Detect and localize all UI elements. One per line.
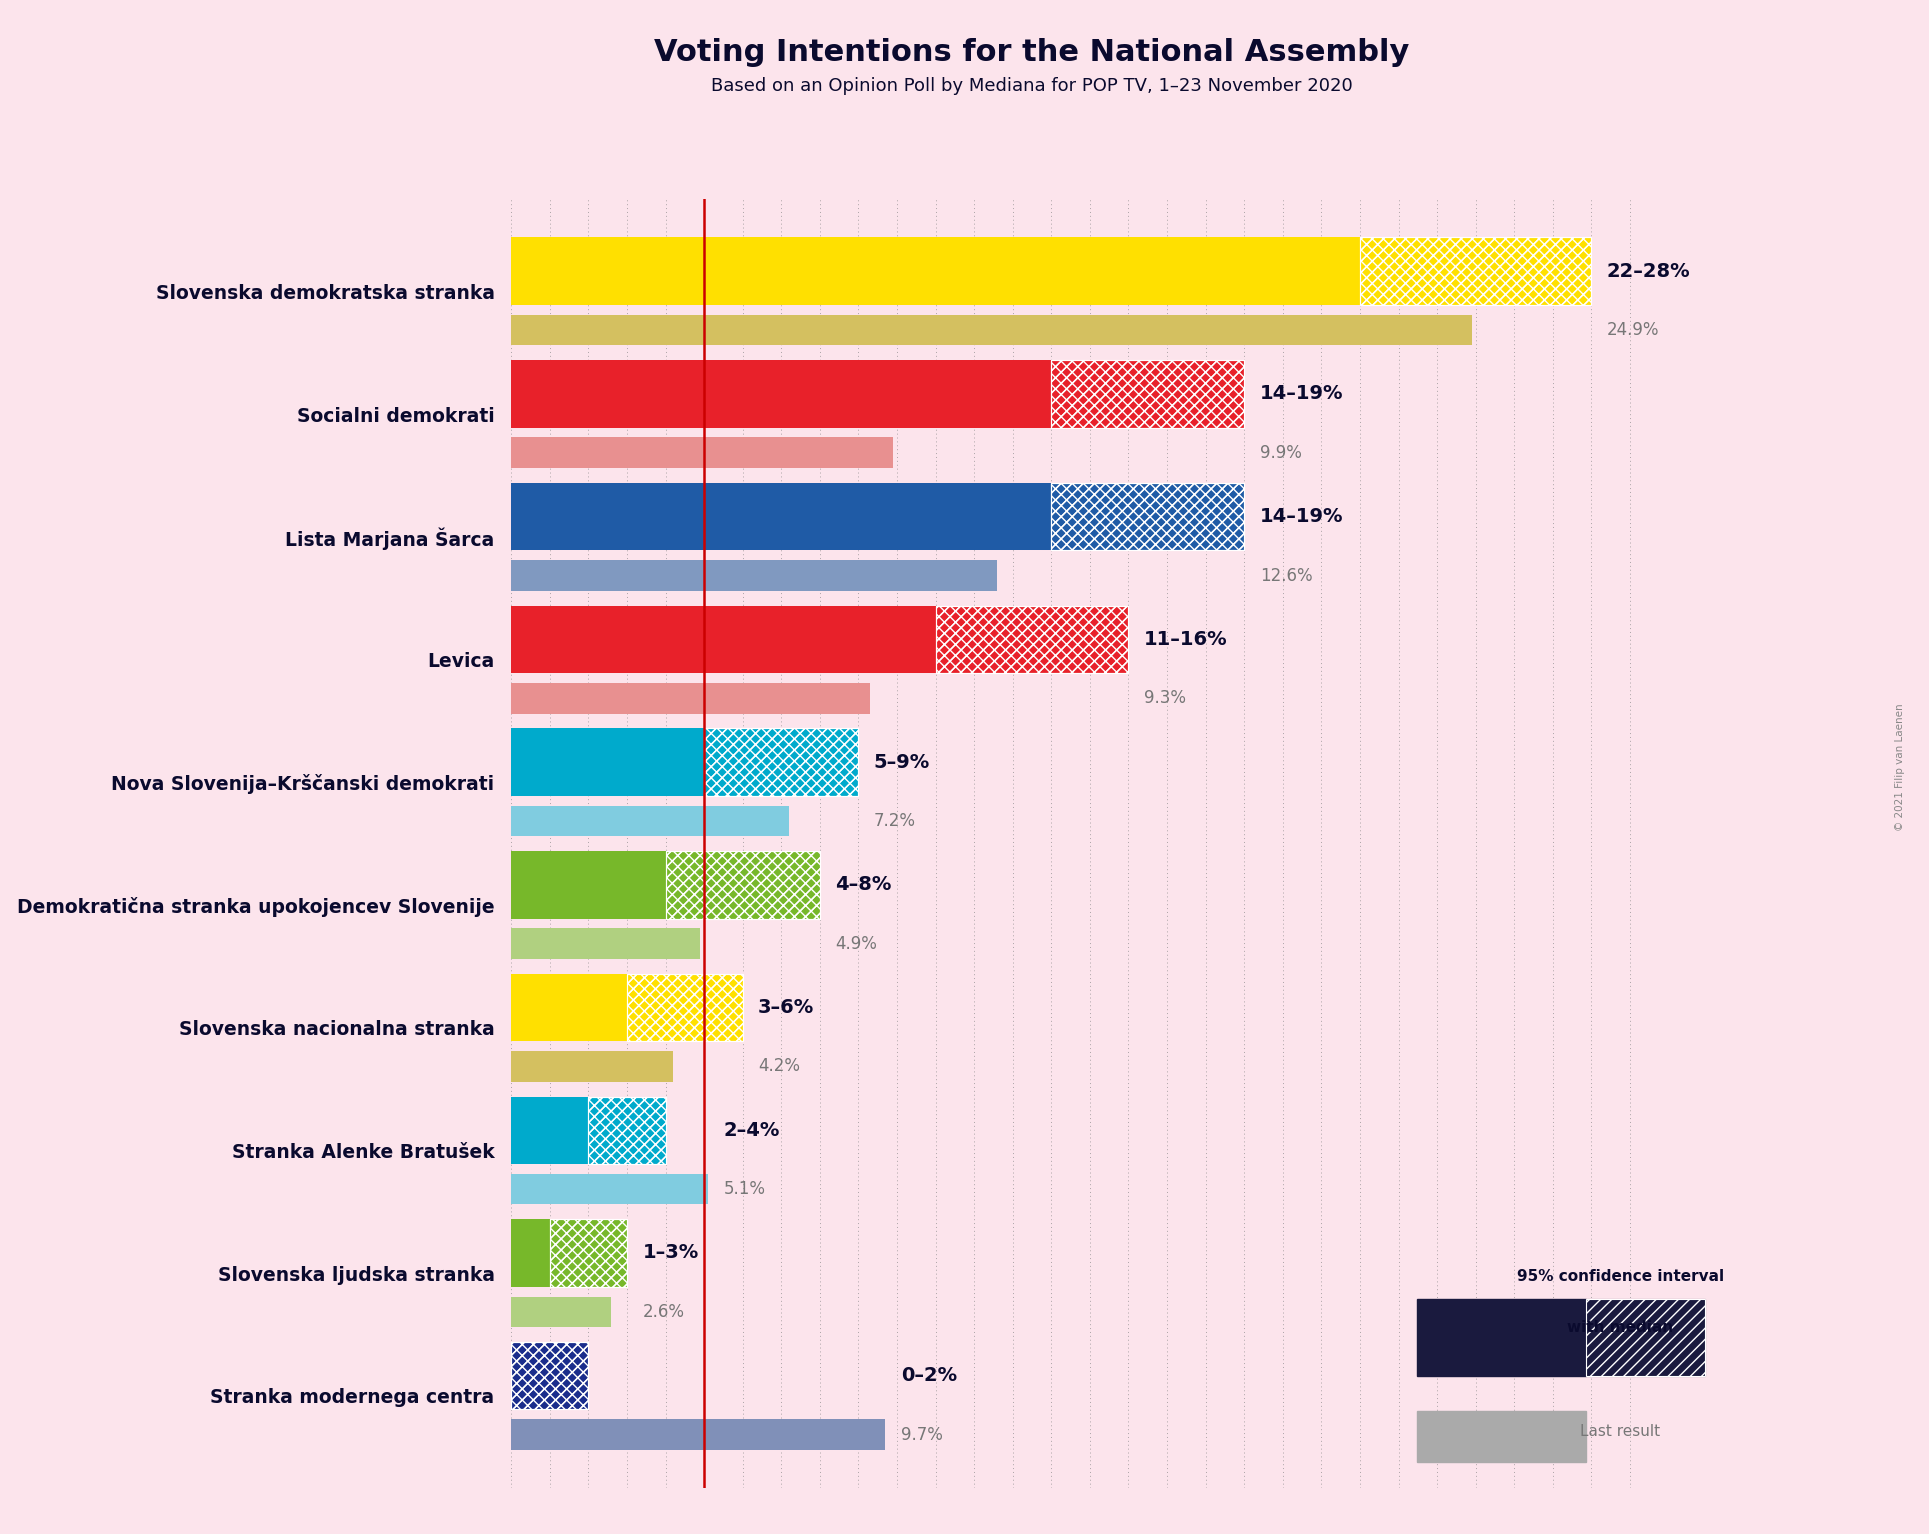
Bar (704, 729, 858, 796)
Bar (511, 851, 666, 919)
Text: 4.9%: 4.9% (835, 934, 878, 953)
Bar (511, 1419, 885, 1450)
Bar (511, 1051, 673, 1081)
Bar (511, 928, 700, 959)
Bar (511, 560, 997, 591)
Bar (1360, 238, 1591, 305)
Text: 4–8%: 4–8% (835, 876, 891, 894)
Bar (511, 437, 893, 468)
Bar (550, 1220, 627, 1287)
Bar (588, 1097, 666, 1164)
Bar (1051, 360, 1244, 428)
Text: Based on an Opinion Poll by Mediana for POP TV, 1–23 November 2020: Based on an Opinion Poll by Mediana for … (712, 77, 1352, 95)
Text: 9.9%: 9.9% (1260, 443, 1302, 462)
Text: 14–19%: 14–19% (1260, 385, 1343, 403)
Bar (511, 314, 1472, 345)
Text: 3–6%: 3–6% (758, 999, 814, 1017)
Bar (511, 238, 1360, 305)
Text: 9.3%: 9.3% (1144, 689, 1186, 707)
Text: 12.6%: 12.6% (1260, 566, 1312, 584)
Bar (511, 974, 627, 1042)
Bar (511, 360, 1051, 428)
Bar (511, 1342, 588, 1410)
Bar (511, 483, 1051, 551)
Bar (666, 851, 820, 919)
Bar (511, 683, 870, 713)
Text: 5.1%: 5.1% (723, 1180, 766, 1198)
Text: 22–28%: 22–28% (1607, 262, 1690, 281)
Bar (704, 729, 858, 796)
Text: 11–16%: 11–16% (1144, 630, 1227, 649)
Bar (511, 606, 936, 673)
Text: 7.2%: 7.2% (874, 811, 916, 830)
Bar (511, 729, 704, 796)
Text: 9.7%: 9.7% (901, 1425, 943, 1443)
Bar (627, 974, 743, 1042)
Text: 24.9%: 24.9% (1607, 321, 1659, 339)
Bar (588, 1097, 666, 1164)
Bar (666, 851, 820, 919)
Text: 2–4%: 2–4% (723, 1121, 779, 1140)
Text: 5–9%: 5–9% (874, 753, 930, 772)
Bar (511, 1220, 550, 1287)
Text: 2.6%: 2.6% (642, 1302, 685, 1321)
Bar (1416, 1299, 1586, 1376)
Bar (1051, 360, 1244, 428)
Bar (511, 1342, 588, 1410)
Bar (511, 805, 789, 836)
Bar (936, 606, 1128, 673)
Bar (1051, 483, 1244, 551)
Bar (511, 1174, 708, 1204)
Text: with median: with median (1566, 1321, 1674, 1336)
Text: 95% confidence interval: 95% confidence interval (1516, 1269, 1725, 1284)
Text: Voting Intentions for the National Assembly: Voting Intentions for the National Assem… (654, 38, 1410, 67)
Bar (936, 606, 1128, 673)
Text: 0–2%: 0–2% (901, 1367, 957, 1385)
Text: 1–3%: 1–3% (642, 1244, 698, 1262)
Text: 4.2%: 4.2% (758, 1057, 801, 1075)
Bar (1416, 1411, 1586, 1462)
Text: © 2021 Filip van Laenen: © 2021 Filip van Laenen (1894, 703, 1906, 831)
Bar (627, 974, 743, 1042)
Text: 14–19%: 14–19% (1260, 508, 1343, 526)
Bar (1360, 238, 1591, 305)
Text: Last result: Last result (1580, 1424, 1661, 1439)
Bar (1586, 1299, 1705, 1376)
Bar (1586, 1299, 1705, 1376)
Bar (511, 1296, 611, 1327)
Bar (550, 1220, 627, 1287)
Bar (511, 1097, 588, 1164)
Bar (1051, 483, 1244, 551)
